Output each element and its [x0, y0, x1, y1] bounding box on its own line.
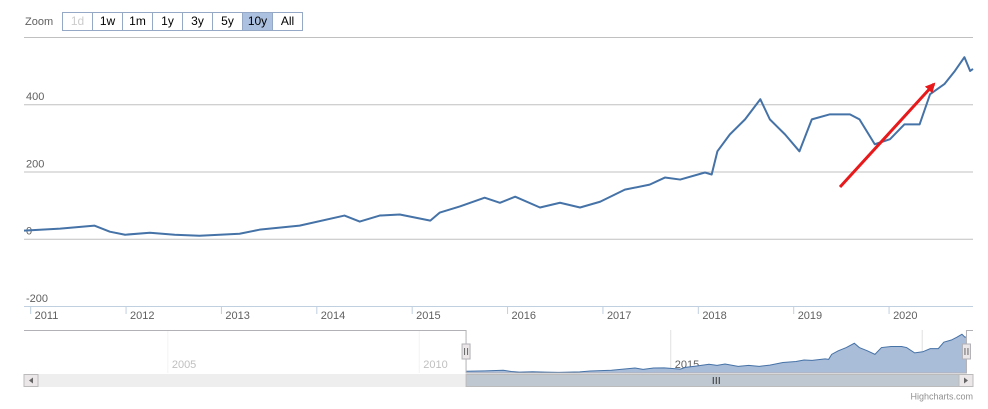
zoom-button-label[interactable]: 10y	[248, 14, 267, 28]
x-tick-label: 2013	[225, 310, 249, 322]
zoom-button[interactable]: 10y	[242, 12, 273, 31]
navigator-handle[interactable]	[461, 343, 471, 360]
zoom-button[interactable]: 3y	[182, 12, 213, 31]
zoom-button-label[interactable]: 5y	[221, 14, 234, 28]
plot-area: -200 0 200 400 2011 2012 2013 2014 2015 2016 2017 2…	[23, 56, 974, 322]
credits[interactable]: Highcharts.com	[910, 391, 973, 401]
zoom-button-label[interactable]: 1d	[71, 14, 84, 28]
navigator-line	[466, 333, 967, 373]
zoom-button[interactable]: 1y	[152, 12, 183, 31]
zoom-button[interactable]: 1d	[62, 12, 93, 31]
zoom-button-label[interactable]: 1w	[100, 14, 116, 28]
y-tick-label: 400	[26, 91, 44, 103]
scrollbar-arrow	[29, 377, 33, 384]
y-tick-label: -200	[26, 293, 48, 305]
y-tick-label: 200	[26, 158, 44, 170]
zoom-button-bg[interactable]	[272, 12, 303, 31]
range-selector: Zoom 1d 1w 1m 1y 3y 5y 10y All	[25, 12, 303, 31]
x-tick-label: 2020	[893, 310, 917, 322]
zoom-button-label[interactable]: 1y	[161, 14, 174, 28]
x-tick-label: 2017	[607, 310, 631, 322]
navigator: 2005201020152020	[23, 330, 974, 387]
zoom-button-label[interactable]: 3y	[191, 14, 204, 28]
annotation-arrow	[838, 82, 936, 189]
handle-grip	[464, 348, 469, 355]
zoom-button[interactable]: 1w	[92, 12, 123, 31]
zoom-button[interactable]: All	[272, 12, 303, 31]
price-line	[23, 56, 974, 237]
zoom-button-label[interactable]: All	[281, 14, 294, 28]
zoom-button-label[interactable]: 1m	[129, 14, 146, 28]
x-tick-label: 2014	[321, 310, 345, 322]
x-tick-label: 2016	[512, 310, 536, 322]
zoom-button[interactable]: 1m	[122, 12, 153, 31]
navigator-mask	[24, 330, 467, 373]
navigator-area	[466, 334, 967, 373]
navigator-handle[interactable]	[961, 343, 971, 360]
x-tick-label: 2018	[702, 310, 726, 322]
x-tick-label: 2011	[35, 310, 59, 322]
navigator-outline	[24, 330, 973, 374]
handle-grip	[964, 348, 969, 355]
zoom-button[interactable]: 5y	[212, 12, 243, 31]
x-tick-label: 2012	[130, 310, 154, 322]
y-tick-label: 0	[26, 226, 32, 238]
zoom-label: Zoom	[25, 16, 53, 28]
scrollbar-grip	[712, 377, 720, 384]
x-tick-label: 2015	[416, 310, 440, 322]
scrollbar-arrow	[964, 377, 968, 384]
x-tick-label: 2019	[798, 310, 822, 322]
